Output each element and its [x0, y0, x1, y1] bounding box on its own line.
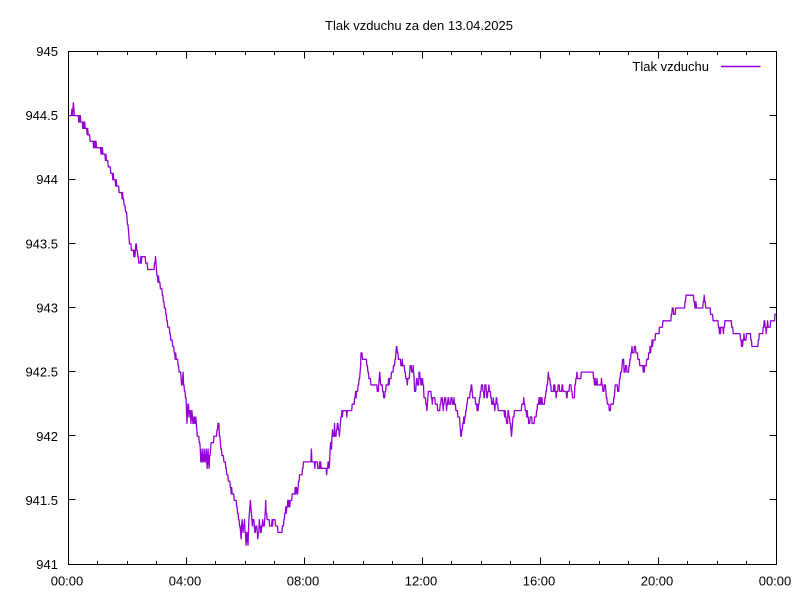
svg-text:12:00: 12:00: [405, 574, 438, 589]
svg-text:16:00: 16:00: [523, 574, 556, 589]
svg-text:00:00: 00:00: [51, 574, 84, 589]
svg-text:941: 941: [36, 557, 58, 572]
svg-text:943: 943: [36, 301, 58, 316]
svg-text:04:00: 04:00: [169, 574, 202, 589]
svg-text:00:00: 00:00: [759, 574, 792, 589]
svg-text:08:00: 08:00: [287, 574, 320, 589]
svg-text:942.5: 942.5: [25, 365, 58, 380]
svg-text:944.5: 944.5: [25, 108, 58, 123]
svg-text:20:00: 20:00: [641, 574, 674, 589]
svg-text:943.5: 943.5: [25, 236, 58, 251]
svg-text:942: 942: [36, 429, 58, 444]
svg-text:Tlak vzduchu za den 13.04.2025: Tlak vzduchu za den 13.04.2025: [325, 18, 513, 33]
svg-text:Tlak vzduchu: Tlak vzduchu: [632, 59, 709, 74]
svg-text:944: 944: [36, 172, 58, 187]
svg-text:945: 945: [36, 44, 58, 59]
svg-text:941.5: 941.5: [25, 493, 58, 508]
